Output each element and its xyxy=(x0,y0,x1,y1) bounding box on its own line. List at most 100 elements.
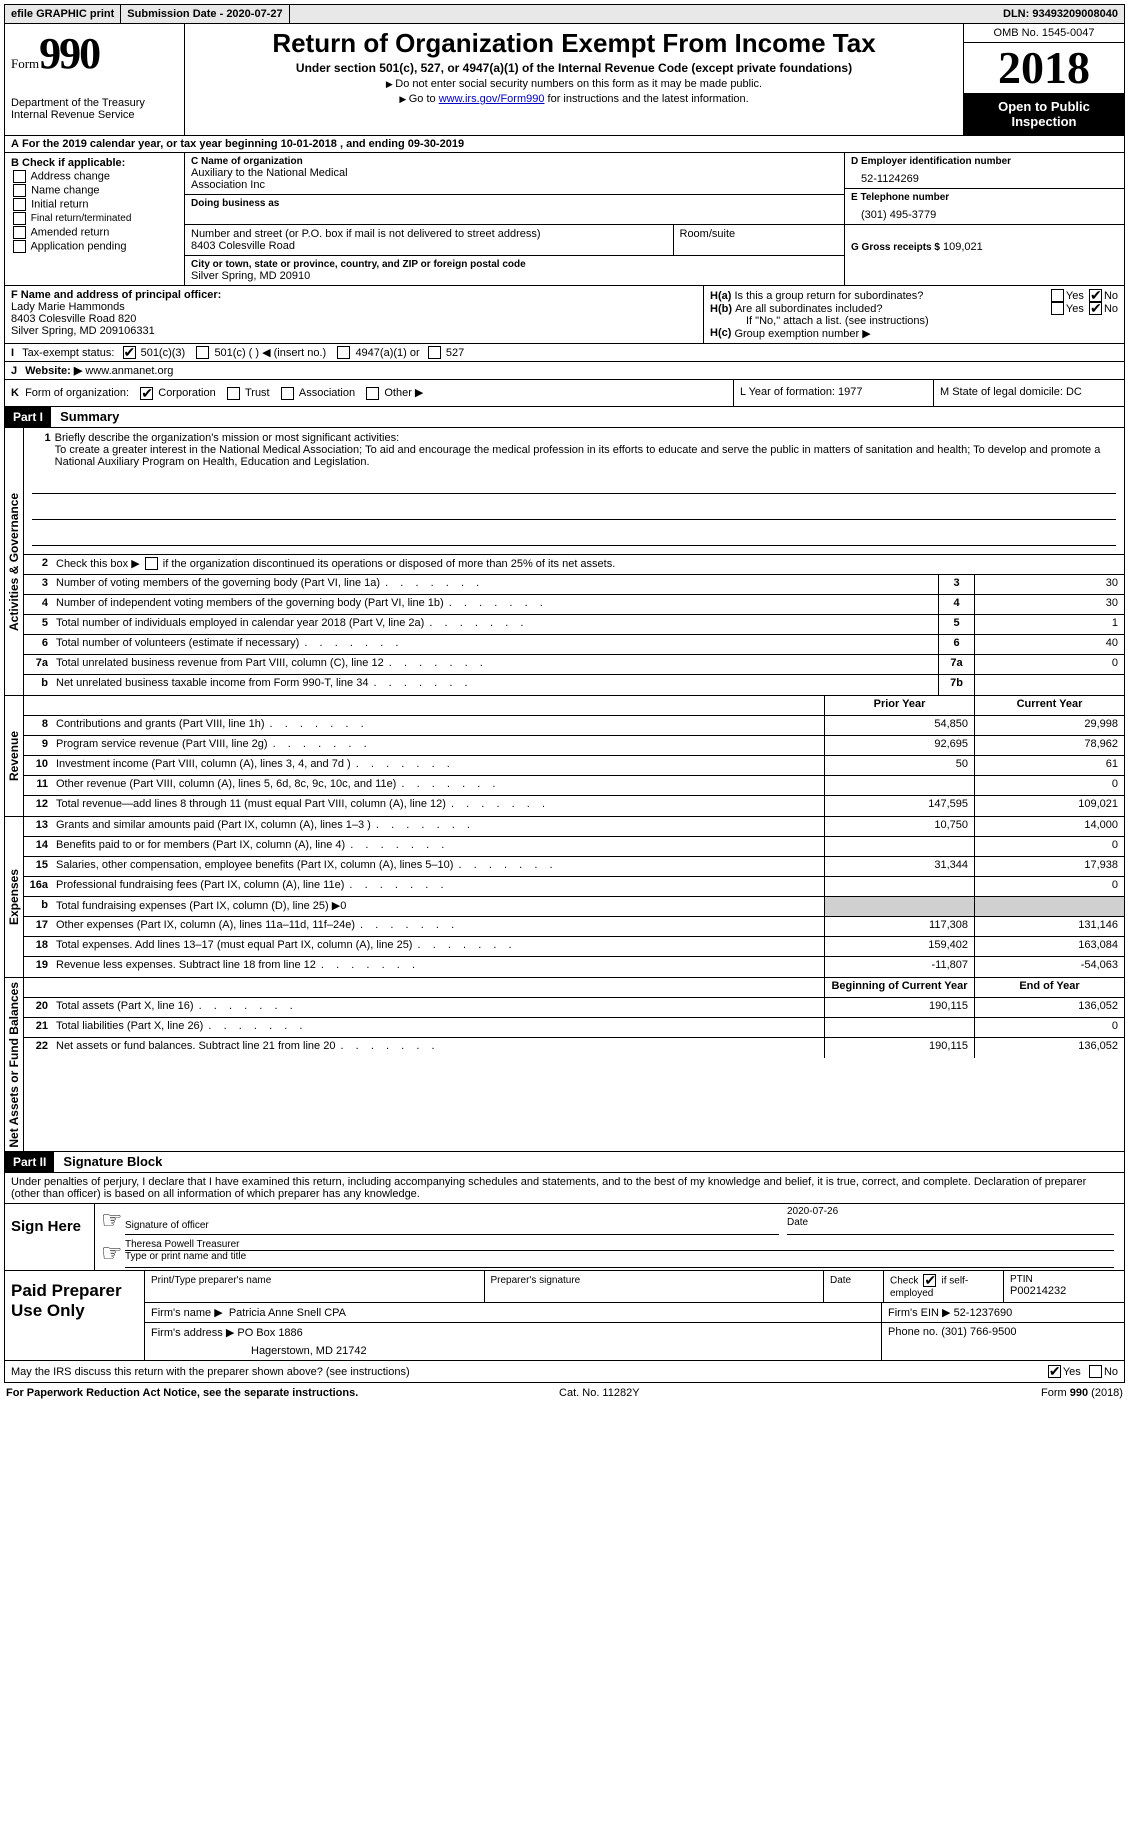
ha-question: Is this a group return for subordinates? xyxy=(734,290,1048,302)
expenses-section: Expenses 13Grants and similar amounts pa… xyxy=(4,817,1125,978)
e-phone-label: E Telephone number xyxy=(851,192,1118,203)
hb-question: Are all subordinates included? xyxy=(735,303,1049,315)
discuss-yes[interactable] xyxy=(1048,1365,1061,1378)
phone: (301) 495-3779 xyxy=(851,203,1118,221)
gov-row: 5Total number of individuals employed in… xyxy=(24,615,1124,635)
row-klm: K Form of organization: Corporation Trus… xyxy=(4,380,1125,407)
gov-row: 3Number of voting members of the governi… xyxy=(24,575,1124,595)
form-label: Form xyxy=(11,56,39,71)
chk-trust[interactable] xyxy=(227,387,240,400)
ptin: P00214232 xyxy=(1010,1285,1118,1297)
discuss-no[interactable] xyxy=(1089,1365,1102,1378)
chk-initial-return[interactable]: Initial return xyxy=(11,198,178,211)
chk-self-employed[interactable] xyxy=(923,1274,936,1287)
hb-label: H(b) xyxy=(710,303,732,315)
form-number: 990 xyxy=(39,29,99,78)
table-row: 18Total expenses. Add lines 13–17 (must … xyxy=(24,937,1124,957)
table-row: 8Contributions and grants (Part VIII, li… xyxy=(24,716,1124,736)
table-row: 20Total assets (Part X, line 16)190,1151… xyxy=(24,998,1124,1018)
irs-link[interactable]: www.irs.gov/Form990 xyxy=(439,93,545,105)
h-note: If "No," attach a list. (see instruction… xyxy=(710,315,1118,327)
sig-date-label: Date xyxy=(787,1217,1114,1228)
org-name-2: Association Inc xyxy=(191,179,838,191)
officer-name: Lady Marie Hammonds xyxy=(11,301,697,313)
chk-501c[interactable] xyxy=(196,346,209,359)
table-row: 11Other revenue (Part VIII, column (A), … xyxy=(24,776,1124,796)
table-row: 14Benefits paid to or for members (Part … xyxy=(24,837,1124,857)
chk-corporation[interactable] xyxy=(140,387,153,400)
chk-name-change[interactable]: Name change xyxy=(11,184,178,197)
sign-here-block: Sign Here ☞ Signature of officer 2020-07… xyxy=(4,1204,1125,1271)
form-title: Return of Organization Exempt From Incom… xyxy=(195,28,953,59)
form-subtitle: Under section 501(c), 527, or 4947(a)(1)… xyxy=(195,61,953,75)
ha-yes[interactable] xyxy=(1051,289,1064,302)
f-officer-label: F Name and address of principal officer: xyxy=(11,289,697,301)
identity-block: B Check if applicable: Address change Na… xyxy=(4,153,1125,286)
col-b-checkboxes: B Check if applicable: Address change Na… xyxy=(5,153,185,285)
goto-note: Go to www.irs.gov/Form990 for instructio… xyxy=(195,93,953,105)
vlabel-governance: Activities & Governance xyxy=(5,428,24,695)
c-name-label: C Name of organization xyxy=(191,156,838,167)
part-ii-header: Part II Signature Block xyxy=(4,1152,1125,1173)
hc-question: Group exemption number ▶ xyxy=(734,327,870,340)
firm-phone: (301) 766-9500 xyxy=(941,1326,1016,1338)
chk-amended-return[interactable]: Amended return xyxy=(11,226,178,239)
row-j-website: J Website: ▶ www.anmanet.org xyxy=(4,362,1125,380)
firm-ein: 52-1237690 xyxy=(954,1307,1013,1319)
dept-treasury: Department of the Treasury xyxy=(11,97,178,109)
revenue-section: Revenue Prior Year Current Year 8Contrib… xyxy=(4,696,1125,817)
table-row: 12Total revenue—add lines 8 through 11 (… xyxy=(24,796,1124,816)
org-name-1: Auxiliary to the National Medical xyxy=(191,167,838,179)
col-b-title: B Check if applicable: xyxy=(11,157,178,169)
gov-row: 6Total number of volunteers (estimate if… xyxy=(24,635,1124,655)
type-name-label: Type or print name and title xyxy=(125,1251,1114,1262)
part-i-header: Part I Summary xyxy=(4,407,1125,428)
sig-officer-label: Signature of officer xyxy=(125,1220,779,1231)
netassets-section: Net Assets or Fund Balances Beginning of… xyxy=(4,978,1125,1153)
d-ein-label: D Employer identification number xyxy=(851,156,1118,167)
top-bar: efile GRAPHIC print Submission Date - 20… xyxy=(4,4,1125,24)
footer-row: For Paperwork Reduction Act Notice, see … xyxy=(4,1383,1125,1403)
paperwork-notice: For Paperwork Reduction Act Notice, see … xyxy=(6,1387,358,1399)
chk-association[interactable] xyxy=(281,387,294,400)
hb-no[interactable] xyxy=(1089,302,1102,315)
gov-row: bNet unrelated business taxable income f… xyxy=(24,675,1124,695)
q1-num: 1 xyxy=(32,432,55,468)
table-row: 15Salaries, other compensation, employee… xyxy=(24,857,1124,877)
firm-name: Patricia Anne Snell CPA xyxy=(229,1307,346,1319)
l-year-formation: L Year of formation: 1977 xyxy=(734,380,934,406)
chk-4947[interactable] xyxy=(337,346,350,359)
chk-final-return[interactable]: Final return/terminated xyxy=(11,212,178,225)
dba-label: Doing business as xyxy=(191,198,838,209)
table-row: 21Total liabilities (Part X, line 26)0 xyxy=(24,1018,1124,1038)
firm-addr2: Hagerstown, MD 21742 xyxy=(151,1339,875,1357)
col-prior-year: Prior Year xyxy=(824,696,974,715)
chk-other[interactable] xyxy=(366,387,379,400)
dept-irs: Internal Revenue Service xyxy=(11,109,178,121)
org-city: Silver Spring, MD 20910 xyxy=(191,270,838,282)
col-current-year: Current Year xyxy=(974,696,1124,715)
paid-preparer-block: Paid Preparer Use Only Print/Type prepar… xyxy=(4,1271,1125,1361)
perjury-statement: Under penalties of perjury, I declare th… xyxy=(4,1173,1125,1204)
table-row: 19Revenue less expenses. Subtract line 1… xyxy=(24,957,1124,977)
paid-preparer-label: Paid Preparer Use Only xyxy=(5,1271,145,1360)
efile-print[interactable]: efile GRAPHIC print xyxy=(5,5,121,23)
officer-name-title: Theresa Powell Treasurer xyxy=(125,1239,1114,1251)
hb-yes[interactable] xyxy=(1051,302,1064,315)
chk-501c3[interactable] xyxy=(123,346,136,359)
public-inspection: Open to Public Inspection xyxy=(964,93,1124,135)
gov-row: 4Number of independent voting members of… xyxy=(24,595,1124,615)
chk-discontinued[interactable] xyxy=(145,557,158,570)
city-label: City or town, state or province, country… xyxy=(191,259,838,270)
omb-number: OMB No. 1545-0047 xyxy=(964,24,1124,43)
q1-label: Briefly describe the organization's miss… xyxy=(55,432,1116,444)
chk-527[interactable] xyxy=(428,346,441,359)
table-row: 22Net assets or fund balances. Subtract … xyxy=(24,1038,1124,1058)
table-row: 10Investment income (Part VIII, column (… xyxy=(24,756,1124,776)
form-header: Form990 Department of the Treasury Inter… xyxy=(4,24,1125,136)
chk-application-pending[interactable]: Application pending xyxy=(11,240,178,253)
chk-address-change[interactable]: Address change xyxy=(11,170,178,183)
vlabel-expenses: Expenses xyxy=(5,817,24,977)
form-footer-label: Form 990 (2018) xyxy=(1041,1387,1123,1399)
org-address: 8403 Colesville Road xyxy=(191,240,667,252)
